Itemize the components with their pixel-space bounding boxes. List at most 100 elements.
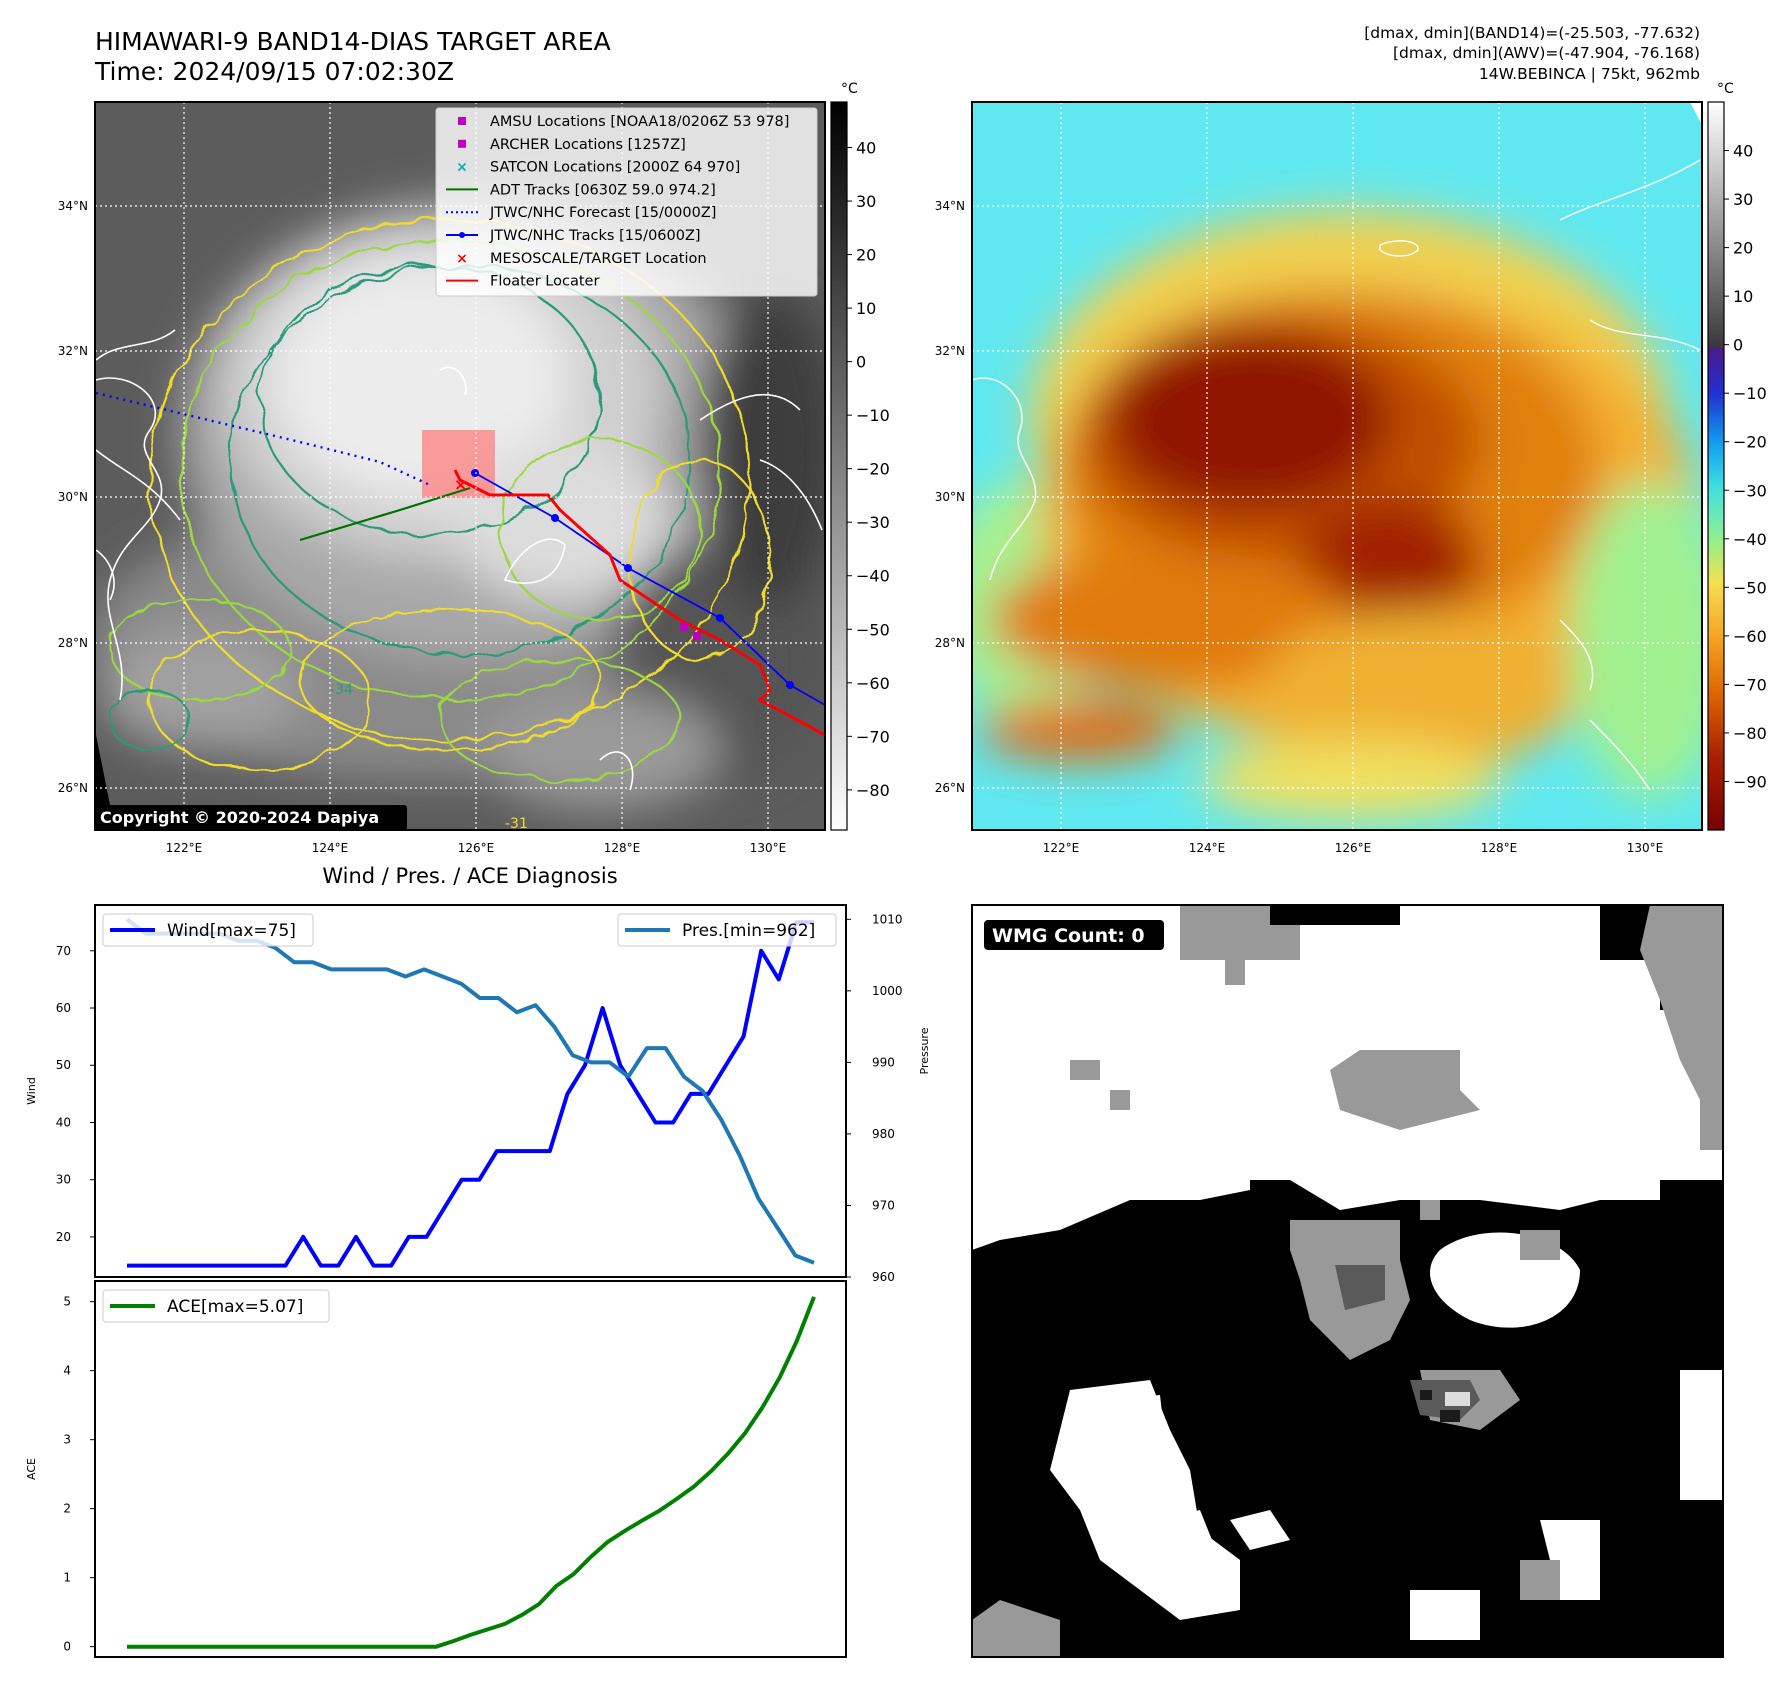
legend-label: JTWC/NHC Forecast [15/0000Z] <box>489 205 716 221</box>
lat-label: 32°N <box>935 344 965 358</box>
colorbar-tick-label: −60 <box>856 674 890 693</box>
legend-marker-square <box>458 139 466 148</box>
ace-chart: 0 1 2 3 4 5 ACE ACE[max=5.07] <box>25 1280 847 1658</box>
info-band14: [dmax, dmin](BAND14)=(-25.503, -77.632) <box>1364 24 1700 42</box>
colorbar-tick-label: −70 <box>1733 675 1767 694</box>
legend-wind-box <box>102 913 314 947</box>
colorbar-tick-label: 20 <box>856 246 876 265</box>
y-tick-label: 20 <box>56 1230 71 1244</box>
lat-label: 30°N <box>58 490 88 504</box>
color-ir-map-panel: 34°N 32°N 30°N 28°N 26°N 122°E 124°E 126… <box>935 101 1703 855</box>
lat-label: 28°N <box>935 636 965 650</box>
legend-marker-dot <box>459 232 465 238</box>
ir-colorbar: °C 40 30 20 10 0 −10 −20 −30 −40 −50 −60 −70 −80 <box>830 81 890 831</box>
contour-label-31: -31 <box>505 816 528 832</box>
mesoscale-target-marker: × <box>454 475 467 494</box>
lon-label: 128°E <box>604 841 641 855</box>
colorbar-tick-label: −30 <box>1733 481 1767 500</box>
lon-label: 128°E <box>1481 841 1518 855</box>
legend-ace-box <box>102 1289 330 1323</box>
legend-item: Floater Locater <box>446 274 599 290</box>
info-storm: 14W.BEBINCA | 75kt, 962mb <box>1479 65 1700 83</box>
lon-label: 130°E <box>750 841 787 855</box>
lon-label: 124°E <box>1189 841 1226 855</box>
y-tick-label: 0 <box>63 1640 71 1654</box>
ir-colorbar-scale <box>830 101 848 831</box>
chart-frame <box>94 1280 847 1658</box>
colorbar-tick-label: 10 <box>1733 287 1753 306</box>
ir-coastlines <box>95 329 823 791</box>
lon-label: 130°E <box>1627 841 1664 855</box>
legend-label: SATCON Locations [2000Z 64 970] <box>490 160 740 176</box>
y-tick-label-right: 1000 <box>872 984 903 998</box>
y-tick-label: 2 <box>63 1502 71 1516</box>
colorbar-tick-label: −40 <box>856 567 890 586</box>
legend-item: × SATCON Locations [2000Z 64 970] <box>456 160 740 176</box>
ir-colorbar-unit: °C <box>841 81 858 97</box>
y-tick-label-right: 1010 <box>872 912 903 926</box>
colorbar-tick-label: −20 <box>1733 433 1767 452</box>
color-ir-lat-labels: 34°N 32°N 30°N 28°N 26°N <box>935 199 965 795</box>
lon-label: 126°E <box>458 841 495 855</box>
y-tick-label-right: 980 <box>872 1127 895 1141</box>
color-ir-nodata-corner <box>1690 102 1702 125</box>
ir-map-panel: × -34 -31 AMSU Locations [NOAA18/0206Z 5… <box>58 101 826 855</box>
colorbar-tick-label: 0 <box>856 353 866 372</box>
legend-label: ADT Tracks [0630Z 59.0 974.2] <box>490 182 716 198</box>
figure-title: HIMAWARI-9 BAND14-DIAS TARGET AREA <box>95 27 611 56</box>
chart-frame <box>94 904 847 1278</box>
legend-wind-label: Wind[max=75] <box>167 921 296 941</box>
colorbar-tick-label: −20 <box>856 460 890 479</box>
series-line-0 <box>127 1296 816 1649</box>
legend-label: MESOSCALE/TARGET Location <box>490 251 707 267</box>
colorbar-tick-label: −40 <box>1733 530 1767 549</box>
floater-locater-track <box>453 469 825 737</box>
y-tick-label: 50 <box>56 1058 71 1072</box>
lon-label: 124°E <box>312 841 349 855</box>
wmg-eye-region <box>1420 1390 1460 1422</box>
colorbar-tick-label: 0 <box>1733 336 1743 355</box>
jtwc-best-track <box>474 472 825 706</box>
lat-label: 32°N <box>58 344 88 358</box>
legend-marker-x: × <box>456 251 468 267</box>
y-tick-label: 3 <box>63 1433 71 1447</box>
wmg-label-box <box>984 920 1164 950</box>
color-ir-colorbar-scale <box>1707 101 1725 831</box>
figure-time: Time: 2024/09/15 07:02:30Z <box>94 57 454 86</box>
color-ir-cloud-field <box>972 210 1702 820</box>
legend-label: AMSU Locations [NOAA18/0206Z 53 978] <box>490 114 789 130</box>
copyright-box <box>95 805 407 830</box>
colorbar-tick-label: 40 <box>1733 142 1753 161</box>
y-tick-label-right: 960 <box>872 1270 895 1284</box>
y-tick-label: 1 <box>63 1571 71 1585</box>
legend-pressure-box <box>617 913 837 947</box>
legend-item: ARCHER Locations [1257Z] <box>458 137 686 153</box>
wmg-panel: WMG Count: 0 <box>971 904 1724 1658</box>
colorbar-tick-label: −50 <box>856 620 890 639</box>
legend-marker-x: × <box>456 160 468 176</box>
legend-label: Floater Locater <box>490 274 599 290</box>
colorbar-tick-label: 30 <box>856 192 876 211</box>
colorbar-tick-label: 10 <box>856 299 876 318</box>
legend-pressure-label: Pres.[min=962] <box>682 921 815 941</box>
wmg-gray-regions <box>972 905 1723 1657</box>
color-ir-colorbar-unit: °C <box>1717 81 1734 97</box>
color-ir-map-frame <box>971 101 1703 831</box>
y-tick-label: 4 <box>63 1364 71 1378</box>
colorbar-tick-label: 20 <box>1733 239 1753 258</box>
ir-map-frame <box>94 101 826 831</box>
adt-track <box>299 486 471 542</box>
legend-marker-square <box>458 117 466 125</box>
lat-label: 30°N <box>935 490 965 504</box>
colorbar-tick-label: −90 <box>1733 772 1767 791</box>
legend-item: AMSU Locations [NOAA18/0206Z 53 978] <box>458 114 789 130</box>
colorbar-tick-label: −10 <box>856 406 890 425</box>
y-tick-label: 60 <box>56 1001 71 1015</box>
colorbar-tick-label: −80 <box>856 781 890 800</box>
y-tick-label: 70 <box>56 944 71 958</box>
copyright-text: Copyright © 2020-2024 Dapiya <box>100 808 379 827</box>
legend-item: JTWC/NHC Tracks [15/0600Z] <box>446 228 701 244</box>
legend-ace-label: ACE[max=5.07] <box>167 1297 303 1317</box>
y-axis-label-right: Pressure <box>918 1027 931 1074</box>
